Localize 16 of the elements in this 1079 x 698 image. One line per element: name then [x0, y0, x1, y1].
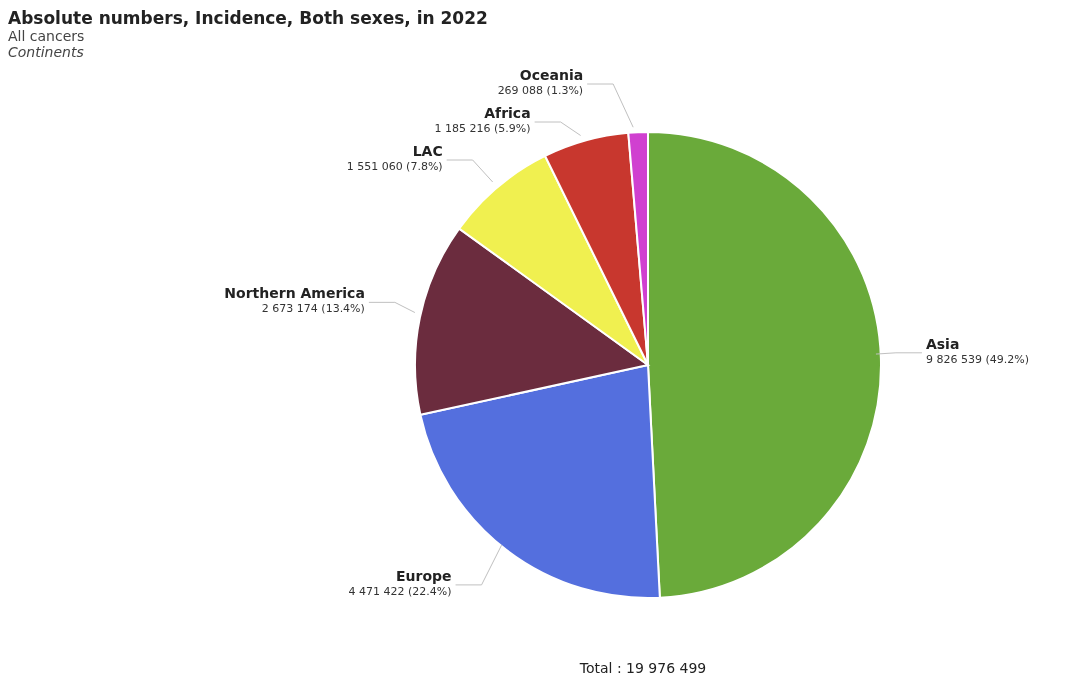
text: Total : 19 976 499	[578, 660, 708, 676]
slice-label: Europe	[395, 567, 452, 584]
text: Continents	[8, 44, 85, 60]
data-label: 9 826 539 (49.2%)	[925, 352, 1029, 366]
slice-label: Oceania	[519, 67, 584, 83]
slice-label: Northern America	[224, 285, 365, 302]
data-label: 1 185 216 (5.9%)	[434, 122, 531, 135]
data-label: 1 551 060 (7.8%)	[346, 160, 443, 173]
slice-label: LAC	[412, 143, 443, 159]
data-label: 4 471 422 (22.4%)	[348, 584, 452, 598]
data-label: 2 673 174 (13.4%)	[261, 302, 365, 316]
slice-label: Asia	[925, 335, 960, 352]
slice-label: Africa	[484, 105, 531, 121]
data-label: 269 088 (1.3%)	[497, 84, 584, 97]
text: All cancers	[8, 28, 86, 44]
chart-title: Absolute numbers, Incidence, Both sexes, in 2022	[8, 8, 489, 28]
